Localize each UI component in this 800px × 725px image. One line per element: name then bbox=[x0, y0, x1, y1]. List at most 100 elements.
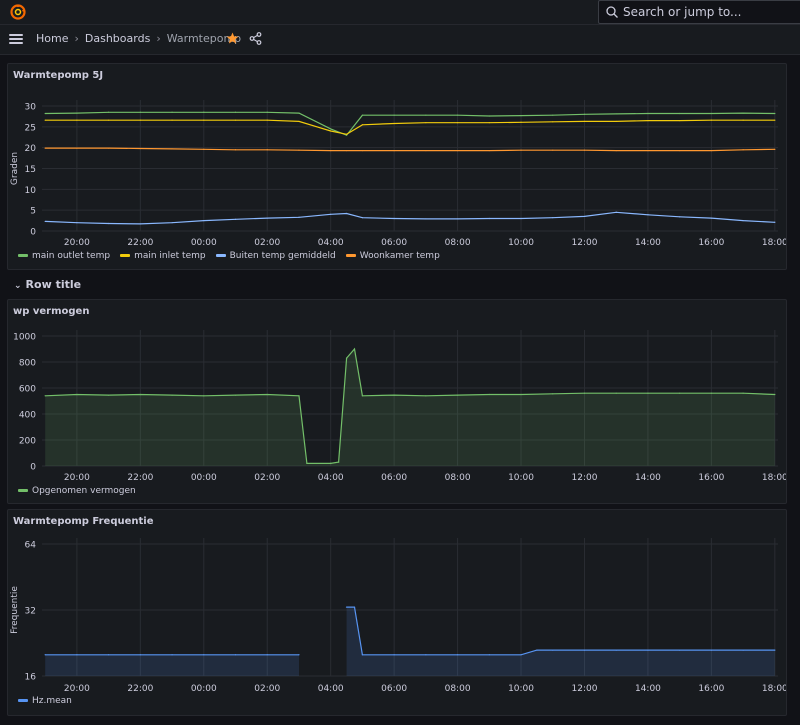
data-point bbox=[679, 112, 681, 115]
x-tick-label: 22:00 bbox=[127, 238, 153, 248]
data-point bbox=[583, 113, 586, 115]
chart-legend: Opgenomen vermogen bbox=[18, 486, 146, 496]
data-point bbox=[171, 654, 173, 656]
panel-warmtepomp-5j: Warmtepomp 5J 0 5 10 15 20 25 30 20:00 22:00 00:0… bbox=[7, 63, 787, 270]
data-point bbox=[742, 112, 744, 114]
power-chart[interactable]: 0 200 400 600 800 1000 20:00 22:00 00:00 02:00 04:… bbox=[8, 300, 786, 503]
legend-label: Woonkamer temp bbox=[359, 251, 440, 261]
data-point bbox=[552, 114, 554, 116]
data-point bbox=[488, 217, 490, 220]
data-point bbox=[298, 112, 300, 114]
data-point bbox=[393, 654, 395, 656]
data-point bbox=[234, 119, 237, 121]
legend-item[interactable]: main outlet temp bbox=[18, 251, 110, 261]
data-point bbox=[393, 122, 395, 125]
series-line bbox=[45, 147, 775, 152]
data-point bbox=[76, 654, 78, 656]
data-point bbox=[647, 112, 649, 115]
x-tick-label: 12:00 bbox=[572, 238, 598, 248]
data-point bbox=[425, 395, 427, 397]
x-tick-label: 18:00 bbox=[762, 238, 786, 248]
data-point bbox=[710, 392, 712, 394]
data-point bbox=[710, 149, 712, 152]
data-point bbox=[615, 211, 617, 213]
data-point bbox=[536, 649, 538, 651]
x-tick-label: 04:00 bbox=[318, 684, 344, 694]
data-point bbox=[520, 217, 522, 220]
data-point bbox=[742, 149, 744, 151]
grafana-logo-icon[interactable] bbox=[10, 4, 26, 20]
legend-item[interactable]: Buiten temp gemiddeld bbox=[215, 251, 336, 261]
data-point bbox=[583, 120, 586, 123]
data-point bbox=[139, 654, 141, 656]
data-point bbox=[361, 217, 364, 219]
row-title[interactable]: ⌄ Row title bbox=[14, 278, 81, 291]
data-point bbox=[139, 111, 141, 113]
y-tick-label: 15 bbox=[25, 165, 36, 175]
x-tick-label: 04:00 bbox=[318, 238, 344, 248]
data-point bbox=[679, 119, 681, 122]
legend-label: Opgenomen vermogen bbox=[32, 486, 136, 496]
data-point bbox=[520, 114, 522, 117]
data-point bbox=[330, 462, 332, 464]
search-box[interactable] bbox=[598, 0, 800, 24]
data-point bbox=[774, 119, 776, 121]
y-tick-label: 16 bbox=[25, 673, 37, 683]
data-point bbox=[234, 394, 237, 396]
data-point bbox=[298, 395, 300, 397]
panel-title[interactable]: wp vermogen bbox=[13, 306, 90, 317]
data-point bbox=[139, 223, 141, 225]
breadcrumb-home[interactable]: Home bbox=[36, 32, 69, 45]
legend-item[interactable]: Woonkamer temp bbox=[345, 251, 440, 261]
legend-item[interactable]: Hz.mean bbox=[18, 696, 72, 706]
data-point bbox=[552, 149, 554, 151]
y-tick-label: 0 bbox=[30, 463, 36, 473]
x-tick-label: 06:00 bbox=[381, 473, 407, 483]
data-point bbox=[171, 222, 173, 224]
legend-item[interactable]: Opgenomen vermogen bbox=[18, 486, 136, 496]
data-point bbox=[330, 130, 332, 132]
frequency-chart[interactable]: 16 32 64 20:00 22:00 00:00 02:00 04:00 06:00 08:0… bbox=[8, 510, 786, 715]
data-point bbox=[488, 393, 490, 396]
temperature-chart[interactable]: 0 5 10 15 20 25 30 20:00 22:00 00:00 02:00 04:00 06:… bbox=[8, 64, 786, 269]
data-point bbox=[44, 220, 46, 223]
star-icon[interactable] bbox=[226, 32, 239, 45]
data-point bbox=[171, 111, 173, 113]
data-point bbox=[266, 393, 268, 396]
data-point bbox=[345, 212, 348, 215]
data-point bbox=[393, 394, 395, 396]
data-point bbox=[583, 649, 586, 651]
series-area-fill bbox=[45, 349, 775, 466]
data-point bbox=[456, 149, 459, 152]
search-input[interactable] bbox=[621, 3, 795, 21]
data-point bbox=[583, 215, 586, 218]
y-tick-label: 32 bbox=[25, 607, 36, 617]
breadcrumb-dashboards[interactable]: Dashboards bbox=[84, 32, 151, 45]
data-point bbox=[774, 649, 776, 651]
data-point bbox=[108, 119, 110, 121]
data-point bbox=[647, 149, 649, 152]
series-line bbox=[346, 606, 775, 656]
data-point bbox=[203, 219, 205, 222]
x-tick-label: 22:00 bbox=[127, 473, 153, 483]
data-point bbox=[345, 134, 348, 136]
chevron-down-icon: ⌄ bbox=[14, 281, 22, 291]
data-point bbox=[552, 649, 554, 651]
x-tick-label: 10:00 bbox=[508, 238, 534, 248]
data-point bbox=[203, 654, 205, 656]
panel-title[interactable]: Warmtepomp Frequentie bbox=[13, 516, 154, 527]
panel-title[interactable]: Warmtepomp 5J bbox=[13, 70, 104, 81]
legend-item[interactable]: main inlet temp bbox=[120, 251, 206, 261]
menu-icon[interactable] bbox=[9, 34, 23, 45]
data-point bbox=[742, 119, 744, 121]
data-point bbox=[338, 461, 340, 463]
nav-bar: Home › Dashboards › Warmtepomp bbox=[0, 25, 800, 55]
share-icon[interactable] bbox=[249, 32, 262, 45]
panel-warmtepomp-frequentie: Warmtepomp Frequentie 16 32 64 20:00 22:00 00… bbox=[7, 509, 787, 716]
data-point bbox=[393, 217, 395, 220]
data-point bbox=[456, 654, 459, 656]
data-point bbox=[520, 393, 522, 396]
data-point bbox=[298, 654, 300, 656]
data-point bbox=[774, 393, 776, 396]
data-point bbox=[774, 148, 776, 150]
